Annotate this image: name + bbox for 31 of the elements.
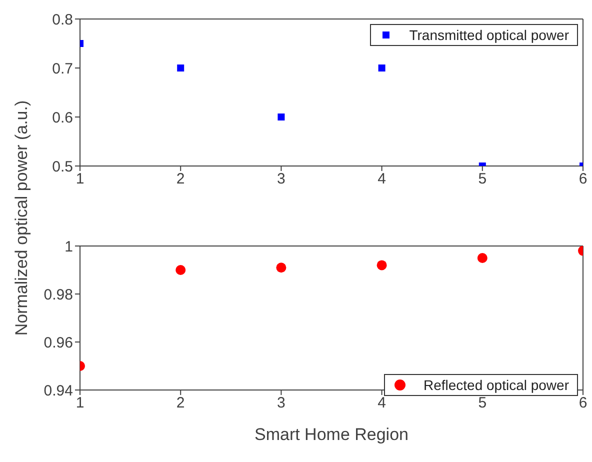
legend-label: Reflected optical power — [423, 377, 569, 393]
x-tick-label: 3 — [277, 394, 286, 412]
point — [176, 265, 186, 275]
y-axis-title: Normalized optical power (a.u.) — [12, 100, 32, 336]
y-tick-label: 1 — [64, 238, 73, 256]
x-tick-label: 2 — [176, 394, 185, 412]
y-tick-label: 0.6 — [52, 109, 73, 126]
y-tick-label: 0.5 — [52, 158, 73, 176]
x-tick-label: 3 — [277, 170, 286, 188]
x-tick-label: 4 — [378, 394, 386, 412]
point — [276, 262, 286, 273]
x-tick-label: 5 — [478, 394, 487, 412]
x-tick-label: 6 — [578, 170, 588, 188]
point — [477, 253, 488, 263]
x-tick-label: 4 — [378, 170, 386, 188]
x-tick-label: 6 — [578, 394, 588, 412]
y-tick-label: 0.98 — [44, 286, 73, 304]
x-tick-label: 2 — [176, 170, 185, 188]
x-axis-title: Smart Home Region — [254, 425, 409, 444]
point — [376, 260, 387, 270]
point — [177, 64, 184, 72]
y-tick-label: 0.96 — [44, 334, 73, 352]
legend-label: Transmitted optical power — [409, 27, 569, 43]
y-tick-label: 0.8 — [52, 11, 73, 28]
x-tick-label: 5 — [478, 170, 487, 188]
point — [278, 114, 285, 120]
x-tick-label: 1 — [76, 170, 84, 188]
x-tick-label: 1 — [76, 394, 84, 412]
point — [378, 64, 386, 72]
y-tick-label: 0.7 — [52, 60, 73, 78]
y-tick-label: 0.94 — [44, 382, 73, 400]
